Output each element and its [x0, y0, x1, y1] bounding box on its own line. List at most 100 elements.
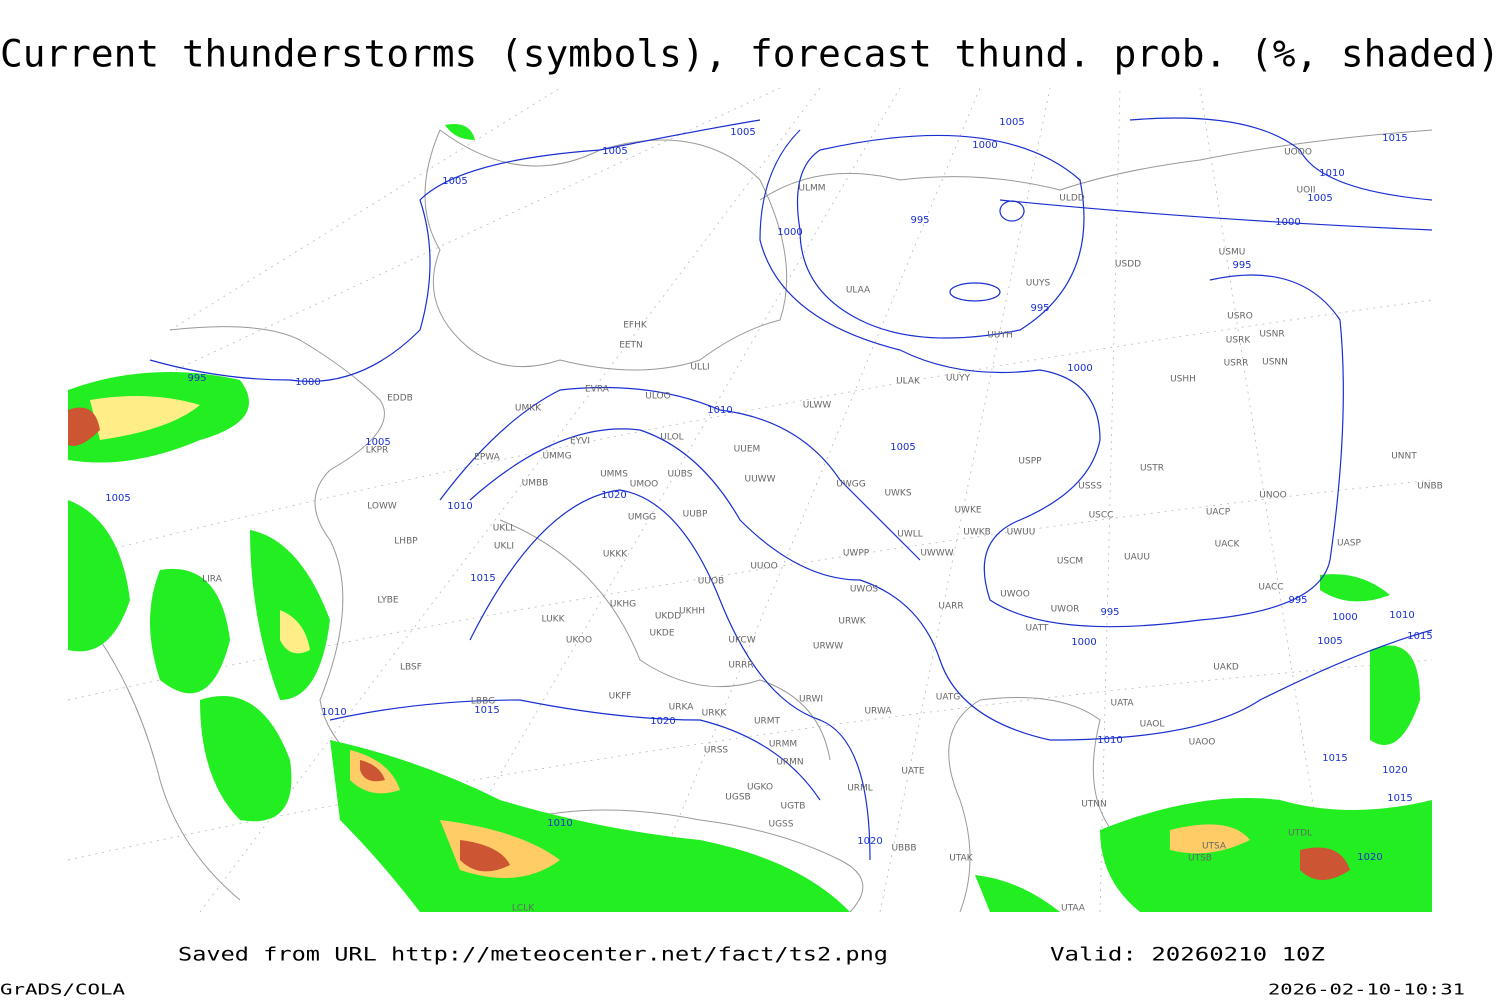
station-label: UTSA: [1202, 842, 1227, 852]
source-url: Saved from URL http://meteocenter.net/fa…: [178, 944, 888, 966]
isobar-label: 1010: [1319, 168, 1344, 179]
station-label: UUYH: [987, 331, 1012, 341]
isobar-label: 1005: [999, 117, 1024, 128]
station-label: UWGG: [836, 480, 865, 490]
station-label: ULAA: [846, 286, 871, 296]
station-label: UACK: [1215, 540, 1241, 550]
station-label: UAKD: [1213, 663, 1239, 673]
station-label: UARR: [938, 602, 963, 612]
station-label: ULOO: [645, 392, 670, 402]
isobar-label: 1000: [1332, 612, 1357, 623]
station-label: URMT: [754, 717, 781, 727]
station-label: UGSB: [725, 793, 750, 803]
station-label: UAUU: [1124, 553, 1150, 563]
station-label: URMM: [769, 740, 797, 750]
station-label: URWK: [838, 617, 866, 627]
station-label: UWKS: [884, 489, 911, 499]
isobar-label: 995: [1288, 595, 1307, 606]
station-label: ULDD: [1059, 194, 1085, 204]
station-label: UTAA: [1061, 904, 1086, 914]
station-label: URKA: [669, 703, 695, 713]
station-label: UGTB: [781, 802, 806, 812]
station-label: ULAK: [896, 377, 921, 387]
station-label: UWKE: [954, 506, 981, 516]
isobar-label: 1005: [442, 176, 467, 187]
isobar-label: 1020: [1382, 765, 1407, 776]
isobar-label: 1010: [447, 501, 472, 512]
timestamp: 2026-02-10-10:31: [1268, 981, 1465, 999]
station-label: UOII: [1297, 186, 1316, 196]
station-label: UKOO: [566, 636, 592, 646]
station-label: UWUU: [1007, 528, 1036, 538]
isobar-label: 1010: [321, 707, 346, 718]
station-label: USNR: [1259, 330, 1284, 340]
isobar-label: 995: [1232, 260, 1251, 271]
station-label: UATT: [1026, 624, 1049, 634]
station-label: USDD: [1115, 260, 1141, 270]
isobar-label: 995: [1030, 303, 1049, 314]
isobar-label: 1000: [1067, 363, 1092, 374]
station-label: UUYY: [946, 374, 971, 384]
station-label: UKLL: [493, 524, 516, 534]
station-label: UAOO: [1189, 738, 1216, 748]
station-label: UKCW: [728, 636, 755, 646]
station-label: USNN: [1262, 358, 1288, 368]
station-label: USRK: [1226, 336, 1252, 346]
station-label: URRR: [728, 661, 753, 671]
station-label: EFHK: [623, 321, 648, 331]
map: 1005 1005 1005 1005 1000 1015 1010 1005 1000 995 1…: [67, 87, 1443, 914]
station-label: EETN: [619, 341, 643, 351]
station-label: UUEM: [734, 445, 761, 455]
isobar-label: 1020: [1357, 852, 1382, 863]
station-label: UKLI: [494, 542, 514, 552]
station-label: UASP: [1337, 539, 1361, 549]
isobars: [149, 117, 1433, 861]
isobar-label: 1000: [777, 227, 802, 238]
station-label: USTR: [1140, 464, 1164, 474]
title: Current thunderstorms (symbols), forecas…: [0, 33, 1500, 76]
station-label: USCM: [1057, 557, 1083, 567]
isobar-label: 1005: [105, 493, 130, 504]
software: GrADS/COLA: [0, 981, 125, 999]
station-label: UMMG: [542, 452, 571, 462]
isobar-label: 1005: [1307, 193, 1332, 204]
isobar-label: 1000: [1071, 637, 1096, 648]
station-label: UNOO: [1259, 491, 1287, 501]
isobar-label: 995: [910, 215, 929, 226]
station-label: UGKO: [747, 783, 773, 793]
station-label: UWWW: [920, 549, 953, 559]
isobar-label: 1015: [1387, 793, 1412, 804]
station-label: UUYS: [1026, 279, 1051, 289]
station-label: UWPP: [843, 549, 870, 559]
station-label: ULLI: [690, 363, 709, 373]
station-label: URSS: [704, 746, 729, 756]
station-label: EDDB: [387, 394, 413, 404]
station-label: LIRA: [202, 575, 223, 585]
isobar-label: 995: [187, 373, 206, 384]
station-label: UWOR: [1051, 605, 1080, 615]
station-label: USRO: [1227, 312, 1253, 322]
station-label: LKPR: [366, 446, 389, 456]
station-label: USHH: [1170, 375, 1196, 385]
graticule: [67, 87, 1433, 913]
station-label: LBBG: [471, 697, 495, 707]
station-label: UMGG: [628, 513, 656, 523]
station-label: UMOO: [630, 480, 659, 490]
station-label: UTSB: [1188, 854, 1212, 864]
map-frame: [68, 88, 1432, 912]
station-label: UKFF: [609, 692, 632, 702]
station-label: UNBB: [1417, 482, 1443, 492]
isobar-label: 1000: [295, 377, 320, 388]
station-label: UTDL: [1288, 829, 1312, 839]
station-label: UACC: [1258, 583, 1283, 593]
isobar-label: 1005: [1317, 636, 1342, 647]
isobar-label: 1020: [857, 836, 882, 847]
station-label: LUKK: [542, 615, 566, 625]
station-label: UKKK: [603, 550, 628, 560]
station-label: URMN: [776, 758, 803, 768]
station-label: ULMM: [798, 184, 825, 194]
isobar-label: 1000: [1275, 217, 1300, 228]
station-label: UBBB: [891, 844, 916, 854]
station-label: UWKB: [963, 528, 991, 538]
